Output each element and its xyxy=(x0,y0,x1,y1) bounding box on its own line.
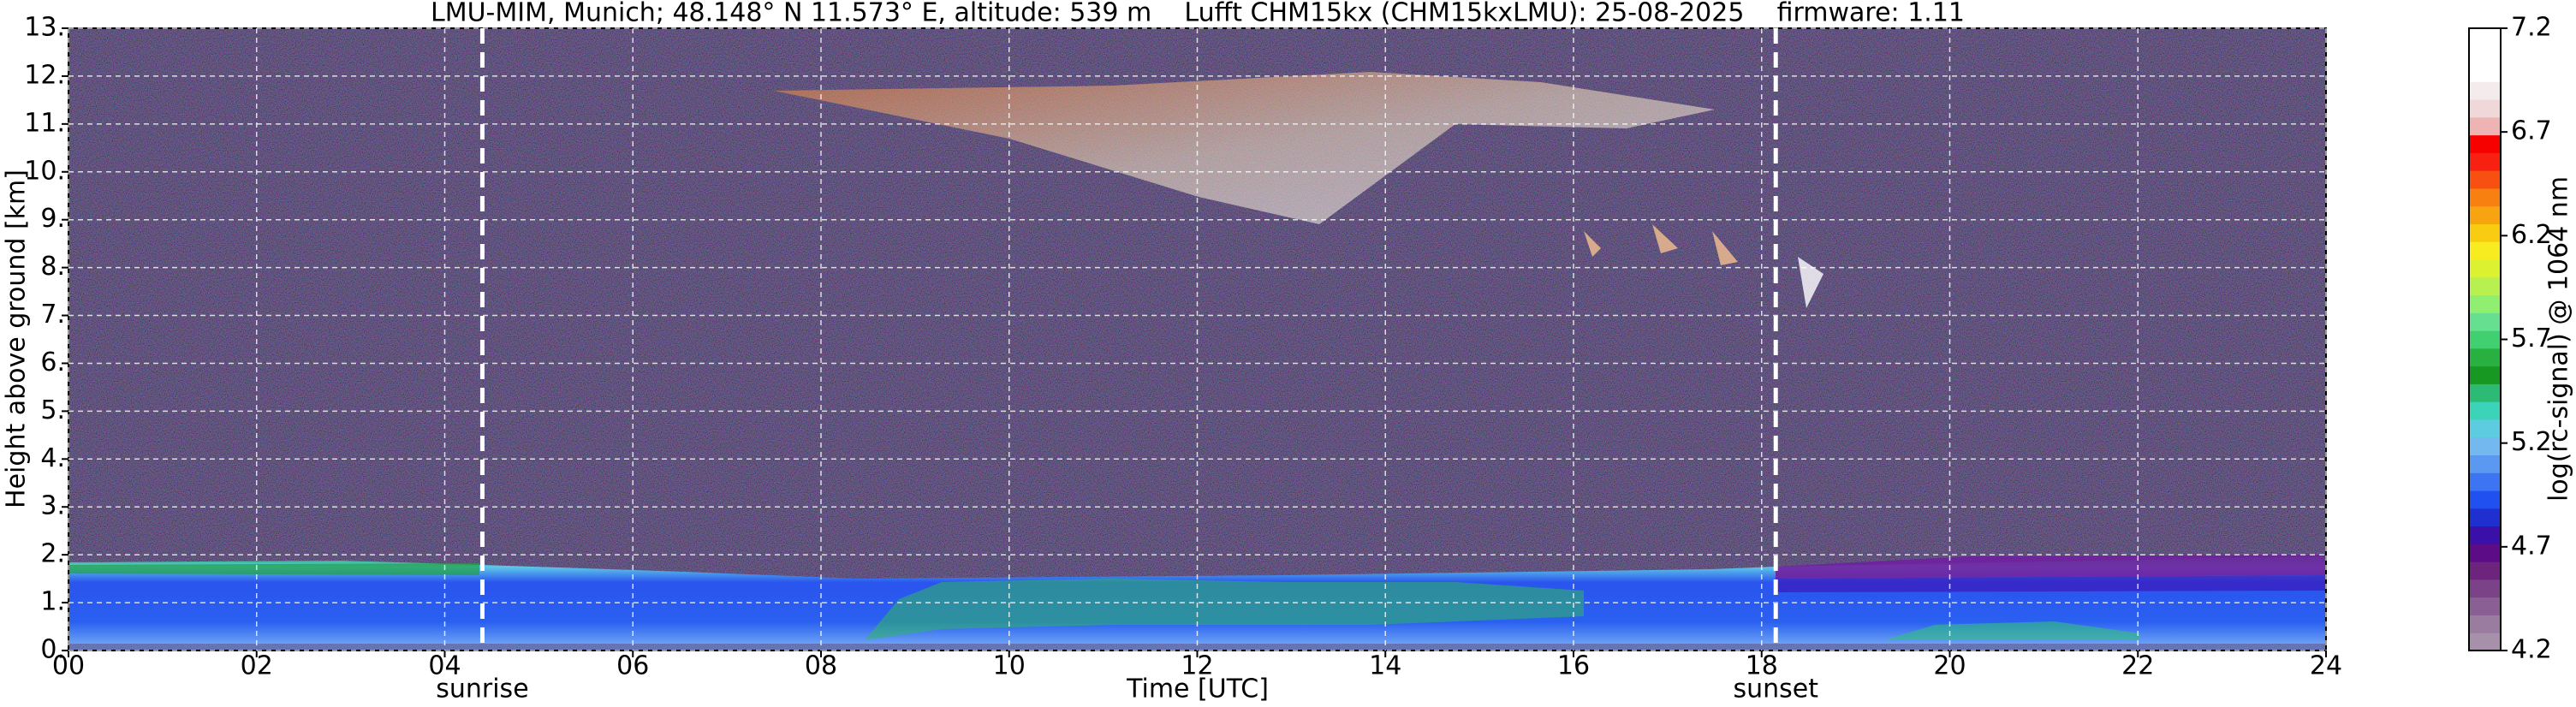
colorbar-swatch xyxy=(2469,152,2501,171)
x-tick-label: 10 xyxy=(993,651,1026,681)
colorbar-swatch xyxy=(2469,561,2501,580)
colorbar-swatch xyxy=(2469,259,2501,278)
colorbar-swatch xyxy=(2469,99,2501,118)
annotation-label: sunrise xyxy=(436,674,528,704)
x-tick-label: 14 xyxy=(1369,651,1401,681)
colorbar-swatch xyxy=(2469,63,2501,82)
colorbar-swatch xyxy=(2469,615,2501,633)
colorbar-swatch xyxy=(2469,187,2501,207)
x-axis-label: Time [UTC] xyxy=(1126,674,1269,704)
colorbar-swatch xyxy=(2469,472,2501,491)
x-tick-label: 16 xyxy=(1557,651,1590,681)
y-tick-label: 4. xyxy=(40,443,65,473)
y-tick-label: 5. xyxy=(40,395,65,425)
colorbar-tick-label: 7.2 xyxy=(2511,13,2552,43)
colorbar-swatch xyxy=(2469,312,2501,331)
colorbar-swatch xyxy=(2469,437,2501,456)
colorbar-swatch xyxy=(2469,454,2501,473)
colorbar-swatch xyxy=(2469,28,2501,47)
chart-title: LMU-MIM, Munich; 48.148° N 11.573° E, al… xyxy=(431,0,1965,28)
colorbar-swatch xyxy=(2469,633,2501,651)
y-axis-label: Height above ground [km] xyxy=(2,169,32,508)
colorbar-swatch xyxy=(2469,579,2501,598)
x-tick-label: 04 xyxy=(428,651,461,681)
colorbar-swatch xyxy=(2469,401,2501,420)
y-tick-label: 9. xyxy=(40,204,65,234)
x-tick-label: 02 xyxy=(241,651,273,681)
colorbar-swatch xyxy=(2469,276,2501,296)
colorbar-swatch xyxy=(2469,81,2501,100)
colorbar-swatch xyxy=(2469,544,2501,562)
y-tick-label: 2. xyxy=(40,539,65,569)
colorbar-swatch xyxy=(2469,330,2501,349)
colorbar-tick-label: 4.2 xyxy=(2511,635,2552,665)
colorbar-swatch xyxy=(2469,419,2501,438)
y-tick-label: 0. xyxy=(40,635,65,665)
x-tick-label: 08 xyxy=(805,651,837,681)
colorbar-tick-label: 5.2 xyxy=(2511,427,2552,457)
colorbar-swatch xyxy=(2469,490,2501,509)
annotation-label: sunset xyxy=(1733,674,1818,704)
colorbar-swatch xyxy=(2469,223,2501,242)
colorbar-label: log(rc-signal) @ 1064 nm xyxy=(2544,176,2574,502)
x-tick-label: 12 xyxy=(1181,651,1213,681)
colorbar-swatch xyxy=(2469,134,2501,153)
y-tick-label: 10. xyxy=(24,156,65,186)
colorbar-tick-label: 6.7 xyxy=(2511,116,2552,146)
colorbar-swatch xyxy=(2469,365,2501,384)
y-tick-label: 3. xyxy=(40,491,65,521)
colorbar-swatch xyxy=(2469,383,2501,402)
colorbar-tick-label: 6.2 xyxy=(2511,220,2552,250)
colorbar-swatch xyxy=(2469,508,2501,527)
y-tick-label: 13. xyxy=(24,13,65,43)
colorbar-swatch xyxy=(2469,526,2501,544)
colorbar-swatch xyxy=(2469,348,2501,367)
colorbar-swatch xyxy=(2469,241,2501,260)
colorbar-tick-label: 4.7 xyxy=(2511,531,2552,561)
colorbar-swatch xyxy=(2469,45,2501,65)
colorbar-swatch xyxy=(2469,597,2501,615)
x-tick-label: 00 xyxy=(52,651,85,681)
y-tick-label: 1. xyxy=(40,587,65,617)
y-tick-label: 11. xyxy=(24,108,65,138)
colorbar-swatch xyxy=(2469,116,2501,136)
colorbar-tick-label: 5.7 xyxy=(2511,324,2552,354)
colorbar-swatch xyxy=(2469,294,2501,313)
y-tick-label: 7. xyxy=(40,300,65,330)
x-tick-label: 20 xyxy=(1933,651,1966,681)
y-tick-label: 6. xyxy=(40,348,65,377)
x-tick-label: 18 xyxy=(1746,651,1778,681)
y-tick-label: 8. xyxy=(40,252,65,282)
x-tick-label: 24 xyxy=(2310,651,2342,681)
y-tick-label: 12. xyxy=(24,60,65,90)
x-tick-label: 06 xyxy=(616,651,649,681)
colorbar-swatch xyxy=(2469,205,2501,224)
x-tick-label: 22 xyxy=(2121,651,2154,681)
colorbar-swatch xyxy=(2469,170,2501,189)
